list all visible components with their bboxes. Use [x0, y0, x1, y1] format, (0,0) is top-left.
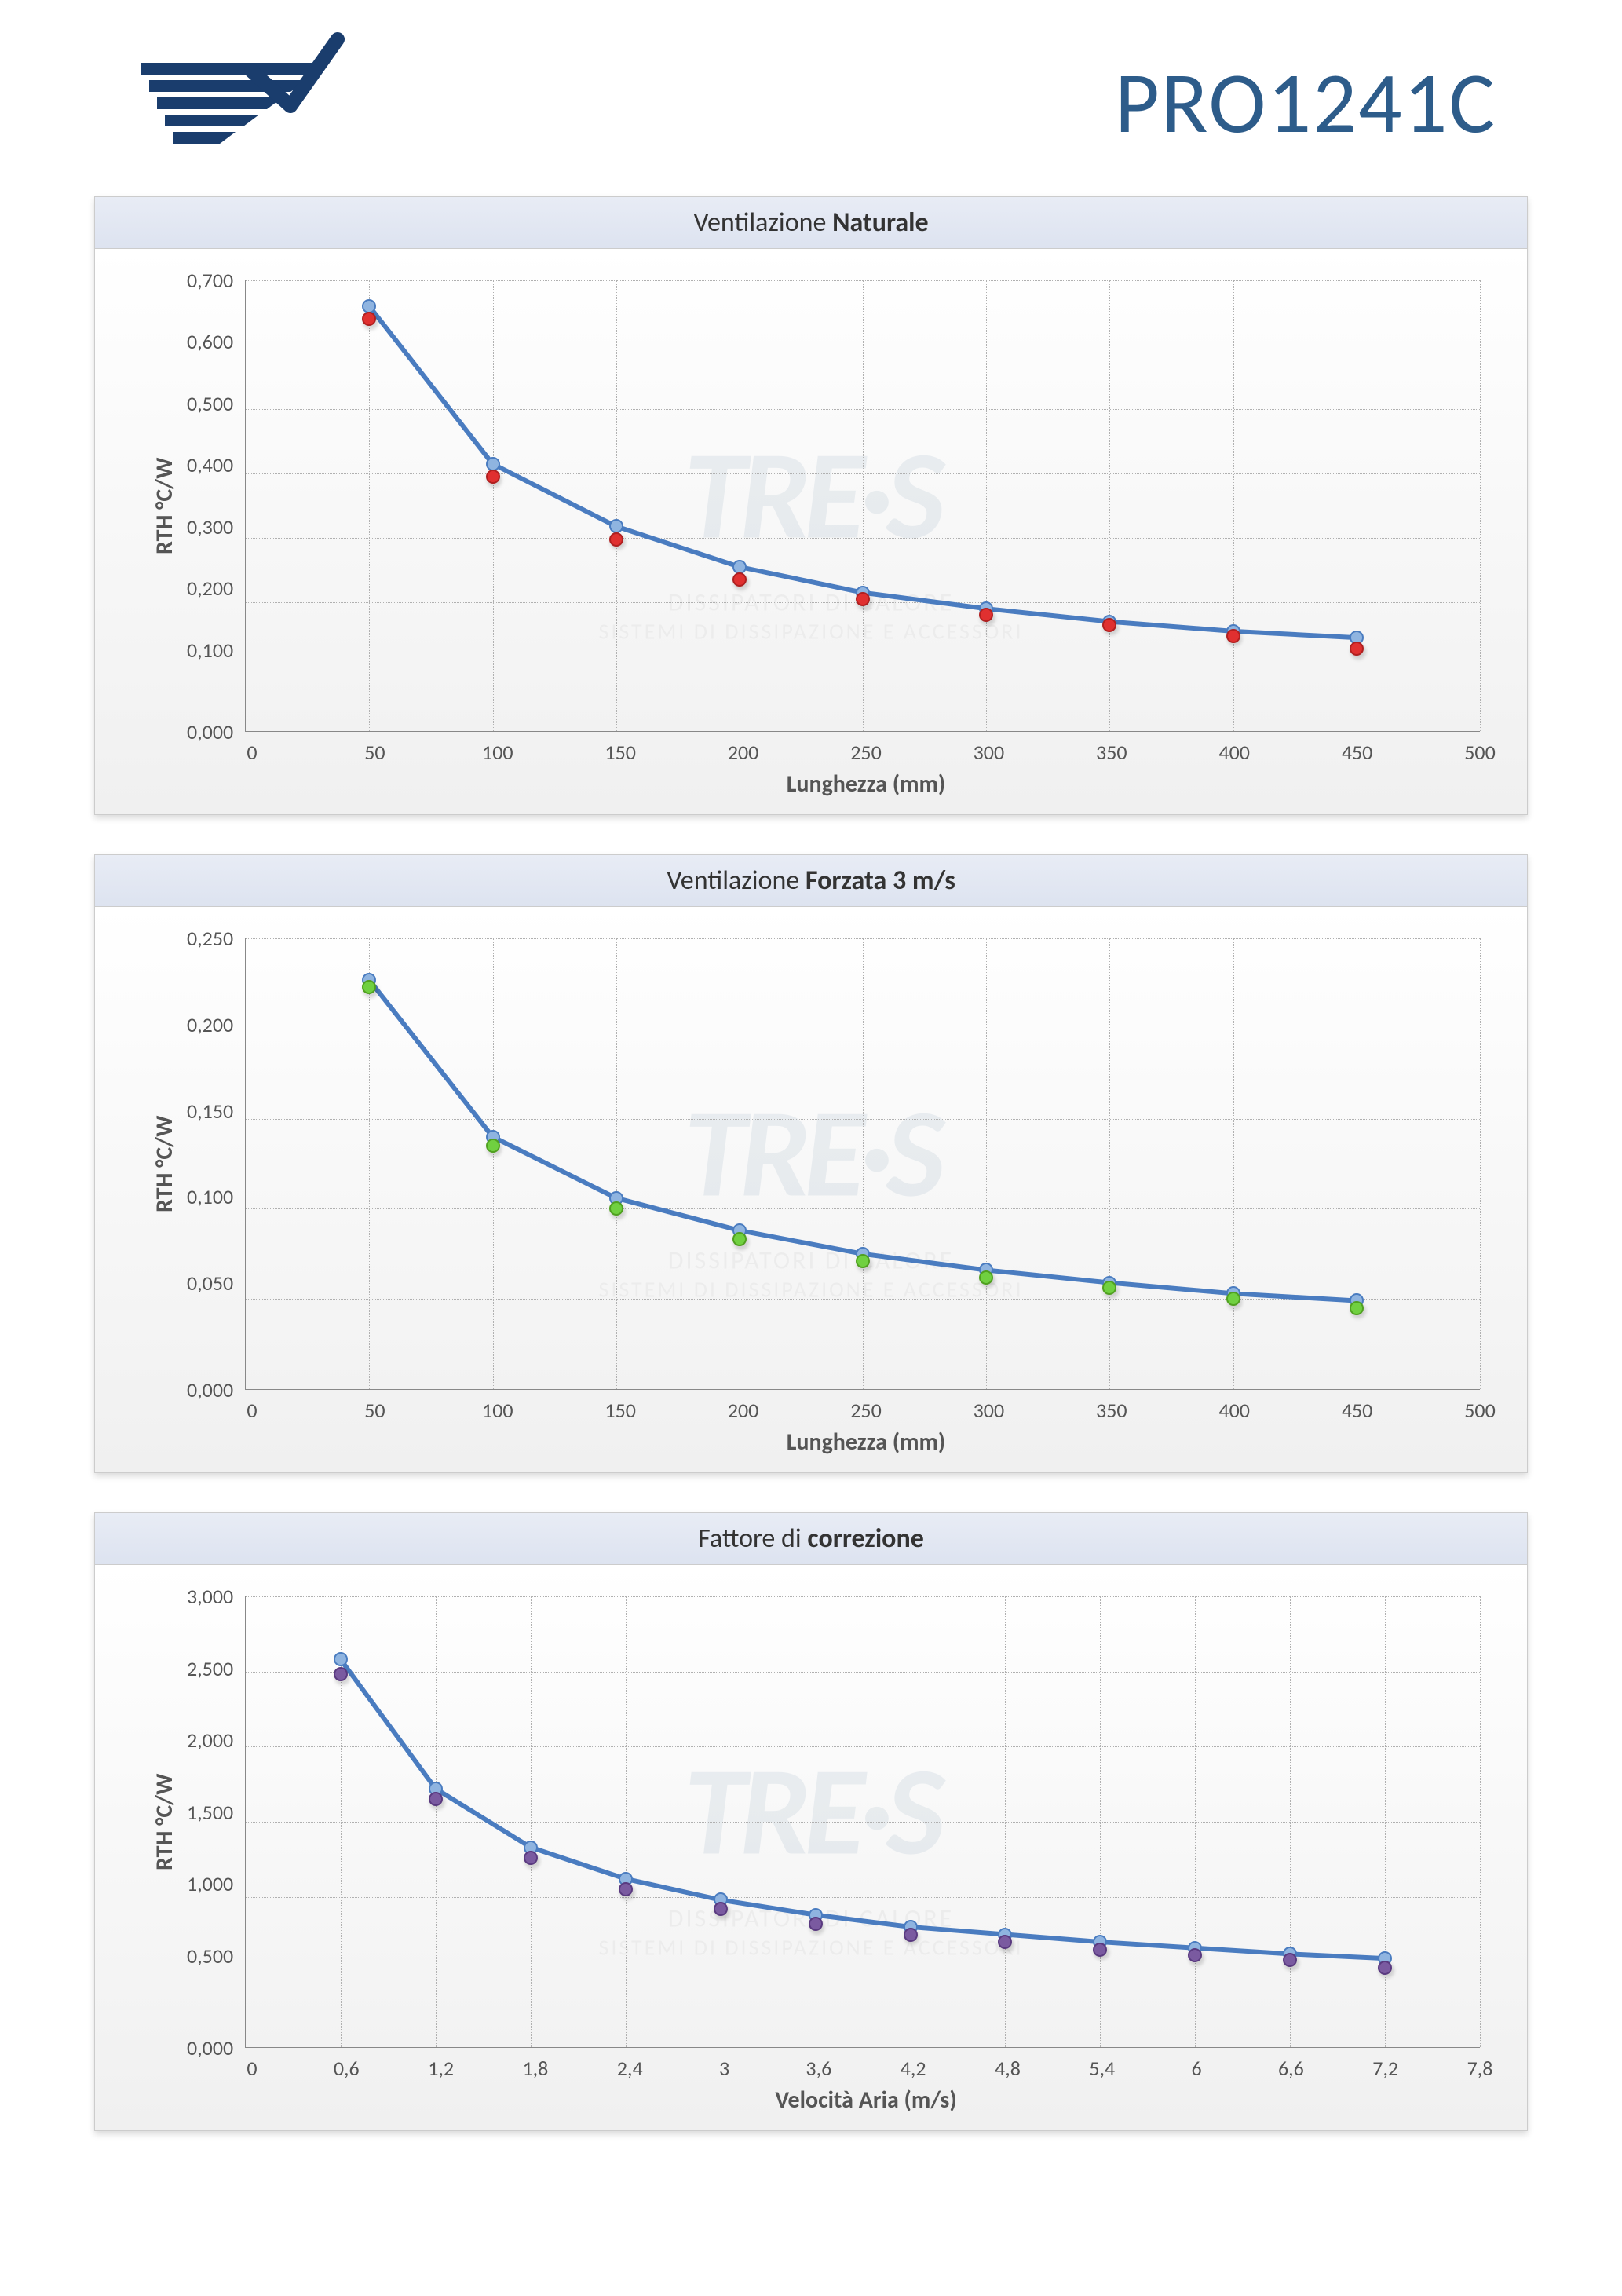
data-marker [486, 470, 500, 484]
page-header: PRO1241C [94, 31, 1528, 173]
data-marker [362, 312, 376, 326]
logo-bars-icon [141, 63, 330, 144]
data-marker [1350, 1301, 1364, 1315]
data-marker [486, 1139, 500, 1153]
y-axis-label: RTH °C/W [142, 280, 187, 732]
y-ticks: 0,7000,6000,5000,4000,3000,2000,1000,000 [187, 280, 245, 732]
data-marker [362, 299, 376, 313]
data-marker [732, 560, 747, 574]
x-axis-label: Lunghezza (mm) [252, 763, 1480, 799]
x-ticks: 00,61,21,82,433,64,24,85,466,67,27,8 [142, 2048, 1480, 2079]
data-marker [486, 457, 500, 471]
y-ticks: 0,2500,2000,1500,1000,0500,000 [187, 938, 245, 1390]
chart-panel: Fattore di correzioneTRE·S DISSIPATORI D… [94, 1512, 1528, 2131]
data-marker [619, 1882, 633, 1896]
data-marker [1102, 1281, 1116, 1295]
data-marker [714, 1902, 728, 1916]
data-marker [904, 1928, 918, 1942]
chart-title: Ventilazione Forzata 3 m/s [95, 855, 1527, 907]
y-ticks: 3,0002,5002,0001,5001,0000,5000,000 [187, 1596, 245, 2048]
plot-region [245, 280, 1480, 732]
chart-title: Fattore di correzione [95, 1513, 1527, 1565]
chart-area: TRE·S DISSIPATORI DI CALORE SISTEMI DI D… [95, 249, 1527, 814]
data-marker [732, 1232, 747, 1246]
x-axis-label: Velocità Aria (m/s) [252, 2079, 1480, 2115]
product-title: PRO1241C [1115, 49, 1496, 155]
data-marker [1226, 1292, 1240, 1306]
data-marker [609, 519, 623, 533]
y-axis-label: RTH °C/W [142, 938, 187, 1390]
chart-title: Ventilazione Naturale [95, 197, 1527, 249]
data-marker [609, 1201, 623, 1216]
data-marker [1188, 1948, 1202, 1962]
data-marker [1283, 1953, 1297, 1967]
data-marker [1226, 629, 1240, 643]
y-axis-label: RTH °C/W [142, 1596, 187, 2048]
data-marker [809, 1917, 823, 1931]
data-marker [1378, 1961, 1392, 1975]
x-ticks: 050100150200250300350400450500 [142, 1390, 1480, 1421]
data-marker [979, 608, 993, 622]
chart-panel: Ventilazione Forzata 3 m/sTRE·S DISSIPAT… [94, 854, 1528, 1473]
data-marker [524, 1851, 538, 1865]
data-marker [732, 572, 747, 587]
data-marker [334, 1667, 348, 1681]
data-marker [979, 1270, 993, 1285]
data-marker [1350, 642, 1364, 656]
chart-area: TRE·S DISSIPATORI DI CALORE SISTEMI DI D… [95, 907, 1527, 1472]
chart-area: TRE·S DISSIPATORI DI CALORE SISTEMI DI D… [95, 1565, 1527, 2130]
plot-region [245, 938, 1480, 1390]
data-marker [1102, 618, 1116, 632]
company-logo [126, 31, 345, 173]
data-marker [856, 592, 870, 606]
x-axis-label: Lunghezza (mm) [252, 1421, 1480, 1457]
chart-panel: Ventilazione NaturaleTRE·S DISSIPATORI D… [94, 196, 1528, 815]
data-marker [998, 1935, 1012, 1949]
plot-region [245, 1596, 1480, 2048]
data-marker [429, 1792, 443, 1806]
data-marker [856, 1254, 870, 1268]
data-marker [362, 980, 376, 994]
x-ticks: 050100150200250300350400450500 [142, 732, 1480, 763]
data-marker [1093, 1943, 1107, 1957]
data-marker [334, 1652, 348, 1666]
data-marker [609, 532, 623, 547]
